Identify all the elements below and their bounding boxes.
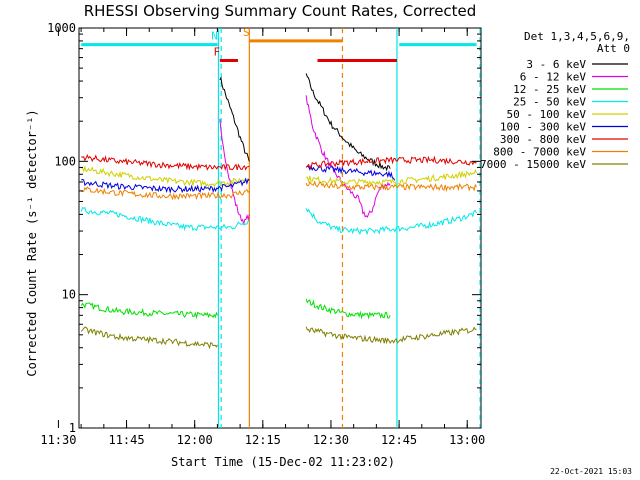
series-12-25-kev-segment-0 (80, 302, 218, 320)
series-50-100-kev-segment-0 (81, 165, 250, 188)
x-tick-label-12:00: 12:00 (177, 433, 213, 447)
series-6-12-kev-segment-0 (219, 118, 250, 226)
y-axis-label: Corrected Count Rate (s⁻¹ detector⁻¹) (25, 109, 39, 376)
legend-label-7000-15000-kev: 7000 - 15000 keV (480, 158, 586, 171)
plot-area: NF S (78, 26, 482, 429)
x-tick-label-12:30: 12:30 (313, 433, 349, 447)
y-tick-label-10: 10 (62, 288, 76, 302)
legend-label-800-7000-kev: 800 - 7000 keV (493, 146, 586, 159)
series-6-12-kev-segment-1 (305, 95, 391, 218)
y-tick-label-100: 100 (54, 154, 76, 168)
axis-ticks: 1 10 100 1000 11:30 11:45 12:00 12:15 12:30 12:45… (40, 21, 485, 447)
flag-label-3: S (243, 26, 250, 39)
series-100-300-kev-segment-1 (305, 164, 396, 181)
series-300-800-kev-segment-0 (81, 153, 250, 172)
series-800-7000-kev-segment-1 (305, 180, 477, 192)
footer-timestamp: 22-Oct-2021 15:03 (550, 467, 632, 476)
series-3-6-kev-segment-0 (219, 76, 250, 162)
chart-title: RHESSI Observing Summary Count Rates, Co… (84, 2, 477, 20)
legend-header-line-1: Det 1,3,4,5,6,9, (524, 30, 630, 43)
series-100-300-kev-segment-0 (81, 177, 250, 194)
legend-label-12-25-kev: 12 - 25 keV (513, 83, 586, 96)
series-50-100-kev-segment-1 (306, 168, 477, 187)
x-tick-label-11:45: 11:45 (108, 433, 144, 447)
y-tick-label-1000: 1000 (47, 21, 76, 35)
legend-label-6-12-kev: 6 - 12 keV (520, 71, 587, 84)
series-25-50-kev-segment-1 (305, 208, 477, 236)
series-800-7000-kev-segment-0 (81, 186, 250, 201)
x-tick-label-11:30: 11:30 (40, 433, 76, 447)
series-25-50-kev-segment-0 (80, 207, 250, 232)
x-tick-label-13:00: 13:00 (449, 433, 485, 447)
series-7000-15000-kev-segment-1 (305, 326, 477, 345)
legend-label-50-100-kev: 50 - 100 keV (507, 108, 587, 121)
series-3-6-kev-segment-1 (305, 73, 391, 172)
plot-frame (78, 27, 482, 429)
legend-label-100-300-kev: 100 - 300 keV (500, 121, 586, 134)
series-7000-15000-kev-segment-0 (80, 326, 218, 350)
legend-header-line-2: Att 0 (597, 42, 630, 55)
legend-label-300-800-kev: 300 - 800 keV (500, 133, 586, 146)
x-tick-label-12:15: 12:15 (245, 433, 281, 447)
legend-label-25-50-kev: 25 - 50 keV (513, 96, 586, 109)
legend-label-3-6-kev: 3 - 6 keV (526, 58, 586, 71)
x-axis-label: Start Time (15-Dec-02 11:23:02) (171, 455, 395, 469)
series-300-800-kev-segment-1 (305, 155, 477, 170)
y-tick-label-1: 1 (69, 421, 76, 435)
series-12-25-kev-segment-1 (305, 298, 391, 320)
flag-label-2: F (214, 46, 221, 59)
flag-label-1: N (211, 30, 218, 43)
x-tick-label-12:45: 12:45 (381, 433, 417, 447)
